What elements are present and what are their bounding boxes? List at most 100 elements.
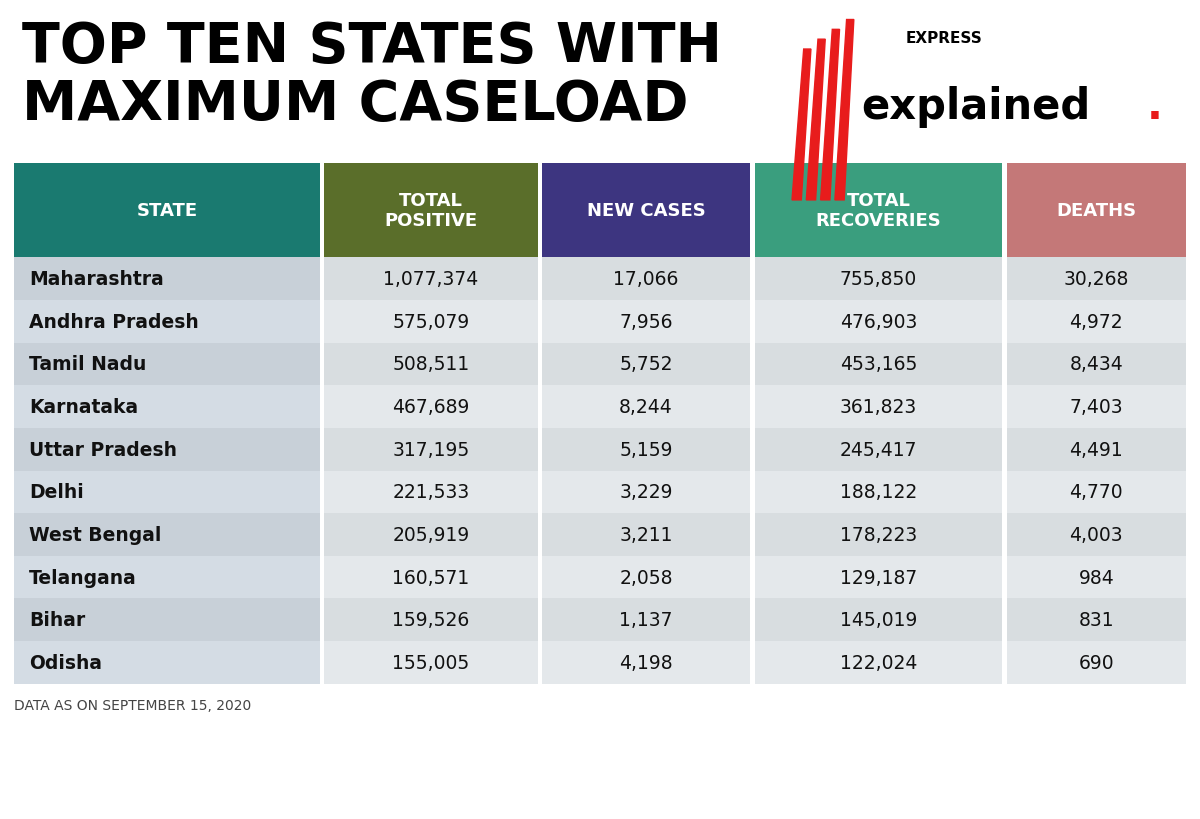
Text: Maharashtra: Maharashtra xyxy=(29,269,163,289)
FancyBboxPatch shape xyxy=(542,599,750,641)
Text: STATE: STATE xyxy=(137,202,198,219)
Text: 755,850: 755,850 xyxy=(840,269,917,289)
FancyBboxPatch shape xyxy=(755,599,1002,641)
Text: 984: 984 xyxy=(1079,568,1114,587)
Text: 1,137: 1,137 xyxy=(619,610,673,630)
FancyBboxPatch shape xyxy=(542,428,750,471)
Text: Bihar: Bihar xyxy=(29,610,85,630)
FancyBboxPatch shape xyxy=(542,301,750,343)
Text: West Bengal: West Bengal xyxy=(29,525,161,545)
Text: 361,823: 361,823 xyxy=(840,397,917,417)
Text: Delhi: Delhi xyxy=(29,482,84,502)
Text: Tamil Nadu: Tamil Nadu xyxy=(29,355,146,374)
FancyBboxPatch shape xyxy=(324,471,538,514)
FancyBboxPatch shape xyxy=(1007,641,1186,684)
FancyBboxPatch shape xyxy=(1007,164,1186,258)
Text: 4,198: 4,198 xyxy=(619,653,673,672)
FancyBboxPatch shape xyxy=(542,641,750,684)
FancyBboxPatch shape xyxy=(1007,428,1186,471)
FancyBboxPatch shape xyxy=(1007,471,1186,514)
FancyBboxPatch shape xyxy=(14,514,319,556)
Polygon shape xyxy=(806,40,826,201)
FancyBboxPatch shape xyxy=(755,428,1002,471)
FancyBboxPatch shape xyxy=(324,301,538,343)
FancyBboxPatch shape xyxy=(542,514,750,556)
Text: TOTAL
RECOVERIES: TOTAL RECOVERIES xyxy=(816,192,941,230)
Text: 4,003: 4,003 xyxy=(1069,525,1123,545)
FancyBboxPatch shape xyxy=(324,164,538,258)
Text: TOP TEN STATES WITH
MAXIMUM CASELOAD: TOP TEN STATES WITH MAXIMUM CASELOAD xyxy=(22,20,721,132)
Text: 831: 831 xyxy=(1079,610,1114,630)
FancyBboxPatch shape xyxy=(324,599,538,641)
Text: 4,972: 4,972 xyxy=(1069,312,1123,332)
Text: Andhra Pradesh: Andhra Pradesh xyxy=(29,312,198,332)
Text: DEATHS: DEATHS xyxy=(1056,202,1136,219)
Text: 155,005: 155,005 xyxy=(392,653,469,672)
Text: 3,229: 3,229 xyxy=(619,482,673,502)
Text: 1,077,374: 1,077,374 xyxy=(384,269,479,289)
Text: 476,903: 476,903 xyxy=(840,312,917,332)
Text: 245,417: 245,417 xyxy=(840,440,917,459)
FancyBboxPatch shape xyxy=(14,641,319,684)
Text: 453,165: 453,165 xyxy=(840,355,917,374)
Text: Telangana: Telangana xyxy=(29,568,137,587)
FancyBboxPatch shape xyxy=(1007,258,1186,301)
Text: 8,434: 8,434 xyxy=(1069,355,1123,374)
Text: Karnataka: Karnataka xyxy=(29,397,138,417)
FancyBboxPatch shape xyxy=(14,428,319,471)
Text: 508,511: 508,511 xyxy=(392,355,469,374)
FancyBboxPatch shape xyxy=(14,599,319,641)
Text: 17,066: 17,066 xyxy=(613,269,679,289)
Text: 575,079: 575,079 xyxy=(392,312,469,332)
Text: 467,689: 467,689 xyxy=(392,397,469,417)
Text: 2,058: 2,058 xyxy=(619,568,673,587)
FancyBboxPatch shape xyxy=(755,301,1002,343)
Polygon shape xyxy=(821,30,840,201)
FancyBboxPatch shape xyxy=(755,164,1002,258)
Text: 160,571: 160,571 xyxy=(392,568,469,587)
FancyBboxPatch shape xyxy=(542,471,750,514)
FancyBboxPatch shape xyxy=(324,258,538,301)
Text: 205,919: 205,919 xyxy=(392,525,469,545)
FancyBboxPatch shape xyxy=(324,428,538,471)
FancyBboxPatch shape xyxy=(755,343,1002,386)
FancyBboxPatch shape xyxy=(14,471,319,514)
Text: 4,770: 4,770 xyxy=(1069,482,1123,502)
Text: 159,526: 159,526 xyxy=(392,610,469,630)
Text: 178,223: 178,223 xyxy=(840,525,917,545)
Text: 30,268: 30,268 xyxy=(1063,269,1129,289)
FancyBboxPatch shape xyxy=(542,343,750,386)
Text: 5,752: 5,752 xyxy=(619,355,673,374)
Polygon shape xyxy=(835,20,854,201)
Text: Odisha: Odisha xyxy=(29,653,102,672)
FancyBboxPatch shape xyxy=(542,556,750,599)
FancyBboxPatch shape xyxy=(1007,514,1186,556)
Text: 317,195: 317,195 xyxy=(392,440,469,459)
FancyBboxPatch shape xyxy=(1007,556,1186,599)
Text: explained: explained xyxy=(862,86,1091,128)
FancyBboxPatch shape xyxy=(1007,301,1186,343)
Text: 8,244: 8,244 xyxy=(619,397,673,417)
FancyBboxPatch shape xyxy=(14,164,319,258)
FancyBboxPatch shape xyxy=(324,386,538,428)
Text: 129,187: 129,187 xyxy=(840,568,917,587)
Text: .: . xyxy=(1147,86,1163,128)
Text: 3,211: 3,211 xyxy=(619,525,673,545)
Text: 690: 690 xyxy=(1079,653,1114,672)
FancyBboxPatch shape xyxy=(542,386,750,428)
FancyBboxPatch shape xyxy=(324,556,538,599)
Text: 122,024: 122,024 xyxy=(840,653,917,672)
FancyBboxPatch shape xyxy=(755,471,1002,514)
FancyBboxPatch shape xyxy=(14,556,319,599)
Text: 7,956: 7,956 xyxy=(619,312,673,332)
FancyBboxPatch shape xyxy=(755,556,1002,599)
Text: DATA AS ON SEPTEMBER 15, 2020: DATA AS ON SEPTEMBER 15, 2020 xyxy=(14,699,252,713)
FancyBboxPatch shape xyxy=(1007,343,1186,386)
FancyBboxPatch shape xyxy=(14,301,319,343)
FancyBboxPatch shape xyxy=(14,386,319,428)
FancyBboxPatch shape xyxy=(324,514,538,556)
FancyBboxPatch shape xyxy=(755,641,1002,684)
FancyBboxPatch shape xyxy=(1007,386,1186,428)
Text: 145,019: 145,019 xyxy=(840,610,917,630)
FancyBboxPatch shape xyxy=(14,258,319,301)
